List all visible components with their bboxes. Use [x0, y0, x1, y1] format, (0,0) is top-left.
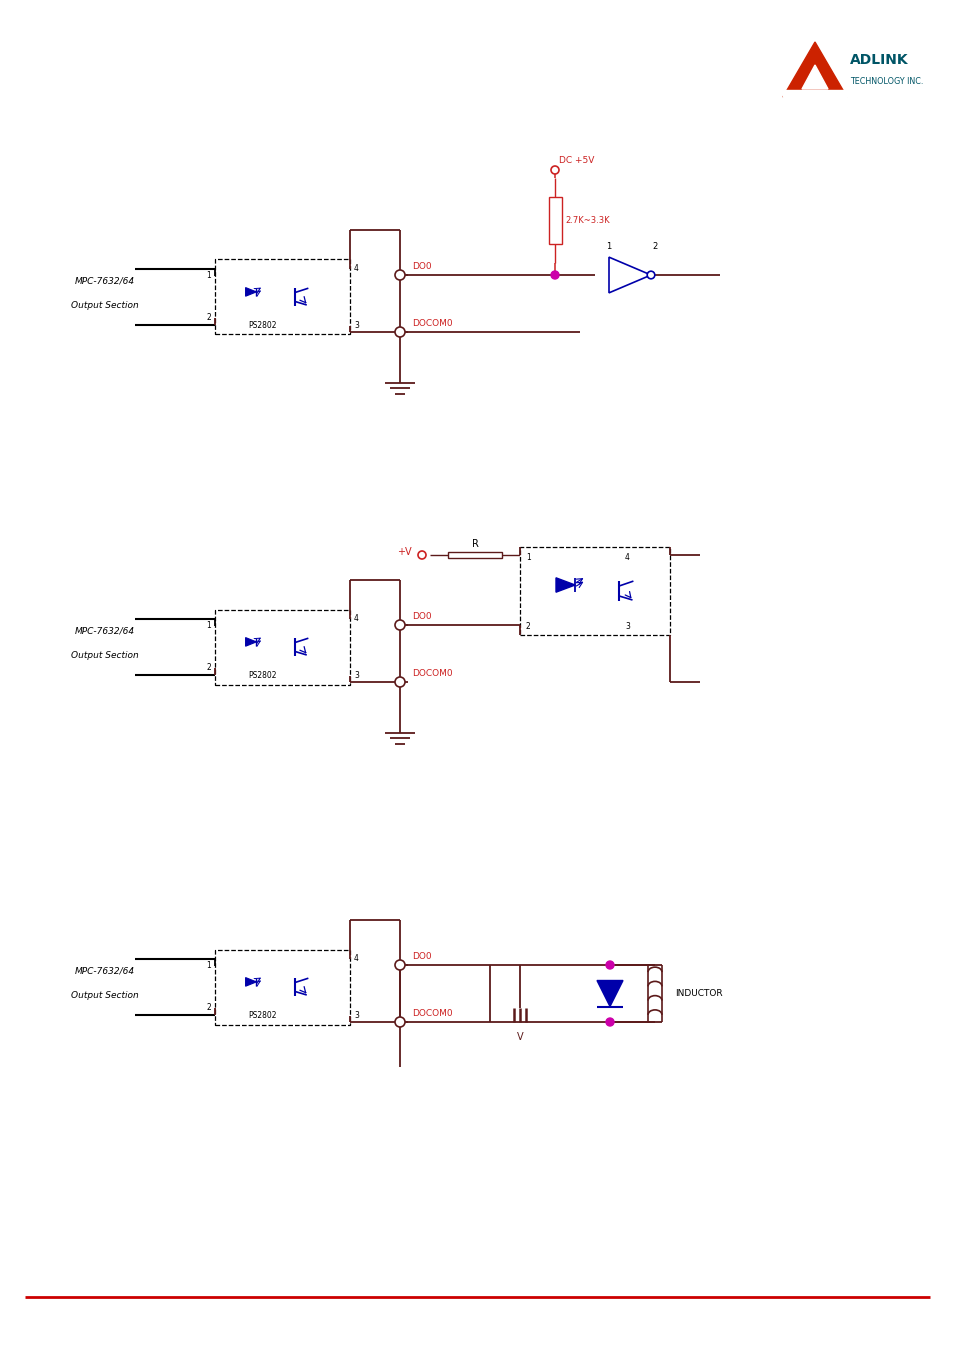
Bar: [782, 91, 846, 97]
Circle shape: [605, 961, 614, 969]
Polygon shape: [782, 42, 846, 97]
Polygon shape: [245, 638, 256, 646]
Text: DOCOM0: DOCOM0: [412, 669, 452, 677]
Text: 3: 3: [354, 1011, 358, 1019]
Text: 1: 1: [525, 553, 530, 562]
Text: 2.7K~3.3K: 2.7K~3.3K: [564, 216, 609, 224]
Text: 3: 3: [624, 622, 629, 630]
Circle shape: [395, 621, 405, 630]
Text: 2: 2: [525, 622, 530, 630]
Text: PS2802: PS2802: [248, 1011, 276, 1021]
Text: DO0: DO0: [412, 262, 431, 270]
Polygon shape: [245, 977, 256, 986]
Circle shape: [417, 552, 426, 558]
Text: R: R: [471, 539, 478, 549]
Text: Output Section: Output Section: [71, 652, 139, 660]
Polygon shape: [245, 288, 256, 296]
Text: TECHNOLOGY INC.: TECHNOLOGY INC.: [849, 77, 923, 87]
Text: 2: 2: [206, 664, 211, 672]
Text: 2: 2: [652, 242, 657, 251]
Polygon shape: [801, 65, 827, 89]
Bar: [448, 552, 501, 558]
Bar: [214, 260, 350, 334]
Text: MPC-7632/64: MPC-7632/64: [75, 626, 135, 635]
Text: DO0: DO0: [412, 612, 431, 621]
Text: DOCOM0: DOCOM0: [412, 1009, 452, 1018]
Text: Output Section: Output Section: [71, 991, 139, 1000]
Circle shape: [395, 960, 405, 969]
Text: PS2802: PS2802: [248, 672, 276, 680]
Text: 3: 3: [354, 320, 358, 330]
Text: 4: 4: [624, 553, 629, 562]
Bar: [214, 949, 350, 1025]
Text: +V: +V: [397, 548, 412, 557]
Text: MPC-7632/64: MPC-7632/64: [75, 965, 135, 975]
Text: 4: 4: [354, 264, 358, 273]
Circle shape: [395, 1017, 405, 1028]
Text: PS2802: PS2802: [248, 322, 276, 330]
Text: 4: 4: [354, 955, 358, 963]
Circle shape: [551, 270, 558, 279]
Text: MPC-7632/64: MPC-7632/64: [75, 276, 135, 285]
Text: 1: 1: [206, 272, 211, 280]
Text: Output Section: Output Section: [71, 301, 139, 310]
Bar: [548, 197, 561, 243]
Text: INDUCTOR: INDUCTOR: [675, 990, 721, 998]
Polygon shape: [597, 980, 622, 1006]
Circle shape: [605, 1018, 614, 1026]
Circle shape: [646, 272, 654, 279]
Polygon shape: [608, 257, 650, 293]
Polygon shape: [556, 577, 575, 592]
Circle shape: [551, 166, 558, 174]
Bar: [519, 548, 669, 635]
Circle shape: [395, 677, 405, 687]
Text: 3: 3: [354, 671, 358, 680]
Bar: [214, 610, 350, 684]
Text: 4: 4: [354, 614, 358, 623]
Text: 2: 2: [206, 1003, 211, 1013]
Text: V: V: [517, 1032, 523, 1042]
Circle shape: [395, 270, 405, 280]
Circle shape: [395, 327, 405, 337]
Text: 1: 1: [606, 242, 611, 251]
Text: ADLINK: ADLINK: [849, 53, 907, 68]
Text: 1: 1: [206, 622, 211, 630]
Text: DC +5V: DC +5V: [558, 155, 594, 165]
Text: 2: 2: [206, 314, 211, 323]
Text: DO0: DO0: [412, 952, 431, 961]
Text: 1: 1: [206, 961, 211, 971]
Text: DOCOM0: DOCOM0: [412, 319, 452, 329]
